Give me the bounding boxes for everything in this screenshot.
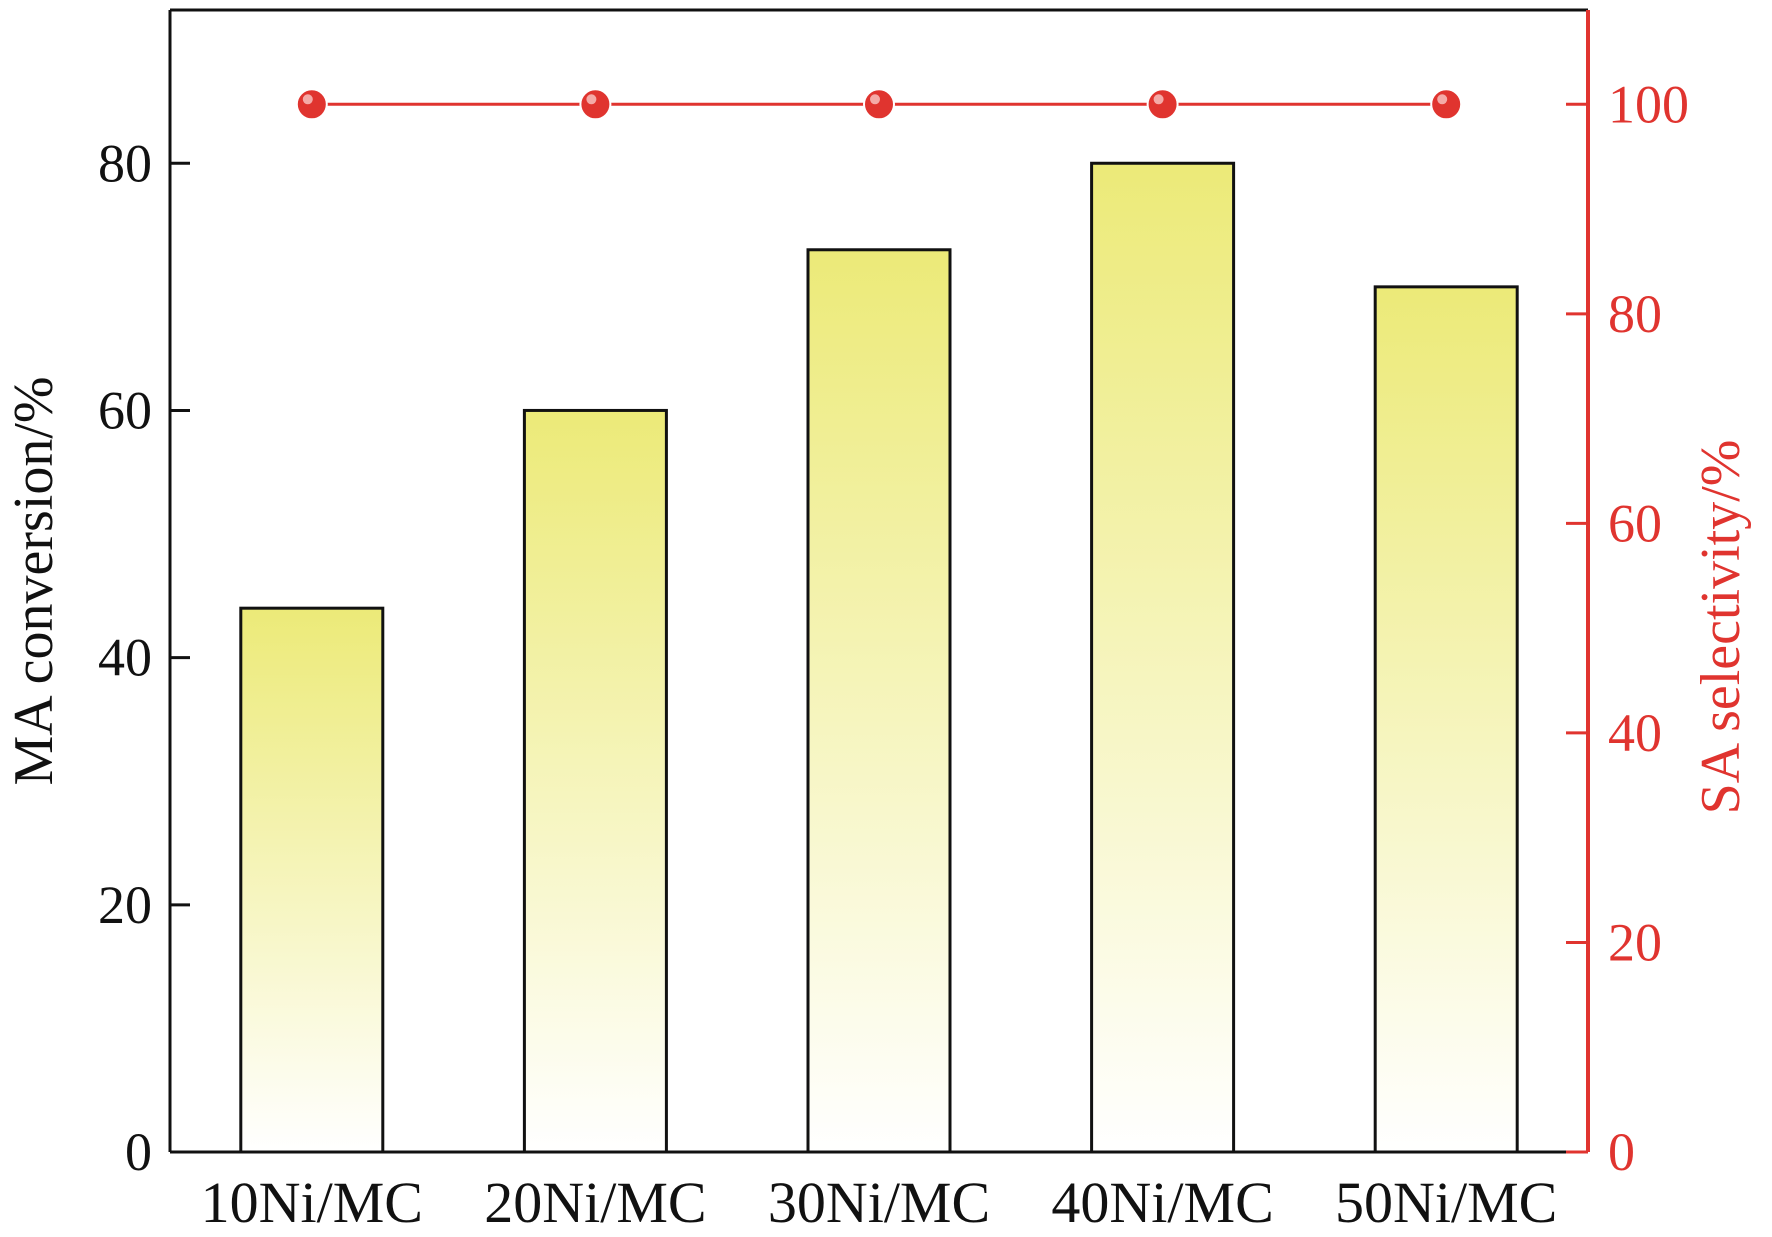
right-tick-label: 60 [1608,493,1662,553]
left-ticks: 0 20 40 60 80 [98,133,190,1182]
right-ticks: 0 20 40 60 80 100 [1566,74,1689,1182]
left-tick-label: 0 [125,1122,152,1182]
selectivity-point-highlight-2 [586,94,597,105]
x-tick-label: 40Ni/MC [1051,1170,1273,1235]
right-tick-label: 20 [1608,912,1662,972]
y-axis-title-right: SA selectivity/% [1690,440,1752,815]
bars [239,161,1519,1154]
selectivity-point-2 [579,88,612,121]
left-tick-label: 20 [98,875,152,935]
y-axis-title-left: MA conversion/% [3,376,65,785]
bar-40ni-mc [1090,161,1236,1154]
selectivity-point-highlight-5 [1437,94,1448,105]
left-tick-label: 80 [98,133,152,193]
selectivity-point-4 [1146,88,1179,121]
right-tick-label: 80 [1608,284,1662,344]
bar-20ni-mc [522,408,668,1154]
right-tick-label: 100 [1608,74,1689,134]
bar-30ni-mc [806,248,952,1154]
selectivity-point-highlight-3 [870,94,880,105]
x-tick-label: 10Ni/MC [201,1170,423,1235]
x-tick-label: 30Ni/MC [768,1170,990,1235]
x-tick-label: 50Ni/MC [1335,1170,1557,1235]
x-tick-label: 20Ni/MC [484,1170,706,1235]
bar-10ni-mc [239,606,385,1154]
selectivity-point-3 [863,88,895,121]
left-tick-label: 40 [98,628,152,688]
right-tick-label: 40 [1608,703,1662,763]
selectivity-point-5 [1430,88,1463,121]
selectivity-point-highlight-4 [1153,94,1164,105]
left-tick-label: 60 [98,380,152,440]
right-tick-label: 0 [1608,1122,1635,1182]
x-ticks: 10Ni/MC 20Ni/MC 30Ni/MC 40Ni/MC 50Ni/MC [201,1170,1558,1235]
selectivity-point-1 [295,88,328,121]
selectivity-point-highlight-1 [302,94,313,105]
selectivity-series [295,88,1463,121]
bar-50ni-mc [1373,285,1519,1154]
